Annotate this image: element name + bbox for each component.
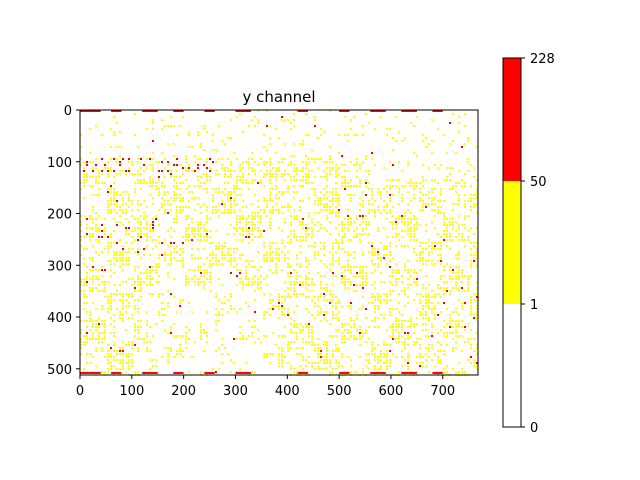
x-tick-label: 200 [171,384,196,399]
colorbar-segment-high [503,58,521,181]
x-tick-label: 400 [275,384,300,399]
x-tick-label: 700 [430,384,455,399]
colorbar: 228 50 1 0 [502,52,555,436]
axes-frame [79,109,479,376]
y-tick-label: 200 [47,208,72,223]
y-tick-label: 400 [47,311,72,326]
y-tick-label: 500 [47,363,72,378]
y-tick-label: 0 [64,104,72,119]
colorbar-segment-mid [503,181,521,304]
y-tick-label: 100 [47,156,72,171]
x-tick-label: 500 [327,384,352,399]
x-tick-label: 0 [76,384,84,399]
colorbar-segment-low [503,304,521,427]
colorbar-tick-label: 228 [530,52,555,67]
heatmap-image [80,110,478,376]
colorbar-tick-label: 0 [530,421,538,436]
chart-title: y channel [242,88,315,106]
y-tick-label: 300 [47,259,72,274]
x-axis: 0 100 200 300 400 500 600 700 [76,375,455,399]
x-tick-label: 300 [223,384,248,399]
y-axis: 0 100 200 300 400 500 [47,104,80,378]
colorbar-tick-label: 1 [530,298,538,313]
x-tick-label: 600 [379,384,404,399]
colorbar-tick-label: 50 [530,175,547,190]
x-tick-label: 100 [119,384,144,399]
colorbar-frame [502,57,522,428]
